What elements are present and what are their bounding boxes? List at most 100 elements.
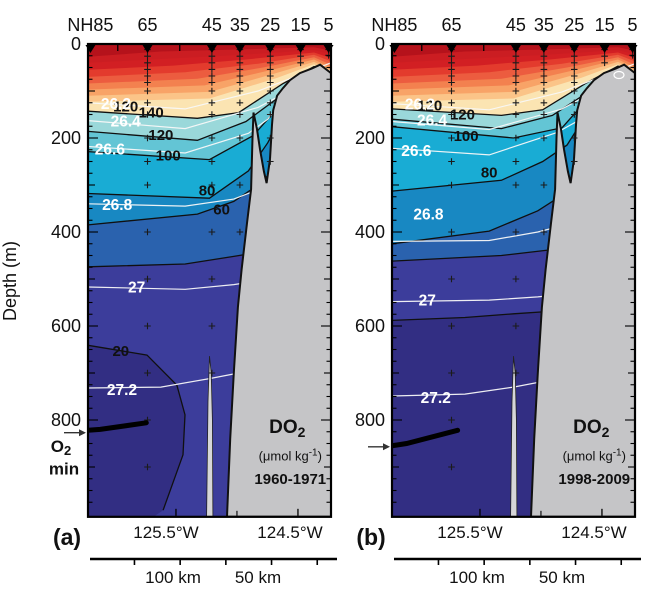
plus-mark xyxy=(208,134,216,142)
station-label-65: 65 xyxy=(442,15,462,35)
plus-mark xyxy=(236,87,244,95)
plus-mark xyxy=(571,66,578,73)
panel-a-clipped: 120 14012010080602026.226.426.626.82727.2… xyxy=(88,44,331,517)
plus-mark xyxy=(208,99,216,106)
do2-contour-20 xyxy=(88,344,186,511)
plus-mark xyxy=(266,79,274,86)
station-label-45: 45 xyxy=(506,15,526,35)
plus-mark xyxy=(144,87,151,95)
plus-mark xyxy=(144,181,151,189)
sigma-label-27: 27 xyxy=(419,293,436,310)
do2-label-60: 60 xyxy=(213,201,230,218)
land-mass xyxy=(225,63,331,517)
plus-mark xyxy=(512,322,520,330)
plus-mark xyxy=(512,52,520,60)
plus-mark xyxy=(512,369,520,377)
plus-mark xyxy=(448,72,455,80)
plus-mark xyxy=(208,111,216,118)
do2-units: (μmol kg-1) xyxy=(563,448,626,464)
plus-mark xyxy=(512,158,520,165)
plus-mark xyxy=(236,66,244,73)
plus-mark xyxy=(266,52,274,60)
plus-mark xyxy=(236,59,244,67)
plus-mark xyxy=(144,59,151,67)
plus-mark xyxy=(448,59,455,67)
plus-mark xyxy=(297,52,304,60)
plus-mark xyxy=(540,134,548,142)
station-label-5: 5 xyxy=(628,15,638,35)
depth-tick-label-0: 0 xyxy=(375,34,385,54)
panel-border xyxy=(390,42,637,518)
plus-mark xyxy=(266,99,274,106)
plus-mark xyxy=(144,99,151,106)
station-marker xyxy=(599,45,610,53)
station-marker xyxy=(142,45,153,53)
plus-mark xyxy=(266,111,274,118)
depth-tick-label-800: 800 xyxy=(355,410,385,430)
plus-mark xyxy=(512,87,520,95)
plus-mark xyxy=(540,79,548,86)
plus-mark xyxy=(540,52,548,60)
plus-mark xyxy=(512,181,520,189)
plus-mark xyxy=(448,99,455,106)
land-mass xyxy=(529,63,635,517)
plus-mark xyxy=(144,72,151,80)
plus-mark xyxy=(144,228,151,236)
plus-mark xyxy=(208,59,216,67)
plus-mark xyxy=(571,52,578,60)
station-label-25: 25 xyxy=(260,15,280,35)
do2-label-120: 120 xyxy=(450,107,475,124)
lon-label: 125.5°W xyxy=(437,523,502,542)
plus-mark xyxy=(208,369,216,377)
plus-mark xyxy=(144,158,151,165)
plus-mark xyxy=(448,87,455,95)
station-marker xyxy=(265,45,276,53)
plus-mark xyxy=(236,111,244,118)
plus-mark xyxy=(144,369,151,377)
plus-mark xyxy=(448,79,455,86)
plus-mark xyxy=(208,181,216,189)
sigma-label-26.6: 26.6 xyxy=(95,141,126,158)
plus-mark xyxy=(512,111,520,118)
lon-label: 124.5°W xyxy=(561,523,626,542)
plus-mark xyxy=(236,79,244,86)
plus-mark xyxy=(571,79,578,86)
plus-mark xyxy=(448,134,455,142)
sigma-label-27.2: 27.2 xyxy=(107,382,137,399)
plus-mark xyxy=(236,134,244,142)
sigma-label-26.6: 26.6 xyxy=(401,143,432,160)
panel-label-a: (a) xyxy=(53,524,81,550)
plus-mark xyxy=(208,87,216,95)
plus-mark xyxy=(266,87,274,95)
plus-mark xyxy=(144,52,151,60)
plus-mark xyxy=(236,99,244,106)
depth-tick-label-800: 800 xyxy=(51,410,81,430)
closed-white-contour xyxy=(613,70,625,80)
plus-mark xyxy=(448,322,455,330)
do2-units: (μmol kg-1) xyxy=(259,448,322,464)
do2-label-120: 120 xyxy=(113,99,138,116)
plus-mark xyxy=(236,72,244,80)
do2-title: DO2 xyxy=(269,417,306,440)
plus-mark xyxy=(512,79,520,86)
do2-title: DO2 xyxy=(573,417,610,440)
station-marker xyxy=(234,45,245,53)
scalebar-label: 100 km xyxy=(145,568,201,587)
plus-mark xyxy=(266,59,274,67)
plus-mark xyxy=(144,275,151,283)
depth-tick-label-600: 600 xyxy=(355,316,385,336)
station-marker xyxy=(295,45,306,53)
plus-mark xyxy=(448,228,455,236)
sigma-label-26.4: 26.4 xyxy=(417,113,448,130)
station-label-35: 35 xyxy=(230,15,250,35)
station-label-45: 45 xyxy=(202,15,222,35)
plus-mark xyxy=(236,52,244,60)
plus-mark xyxy=(266,158,274,165)
station-label-15: 15 xyxy=(595,15,615,35)
depth-tick-label-200: 200 xyxy=(51,128,81,148)
plus-mark xyxy=(601,52,608,60)
sample-marks xyxy=(448,46,635,471)
plus-mark xyxy=(208,72,216,80)
o2-min-arrowhead xyxy=(79,429,86,437)
plus-mark xyxy=(448,52,455,60)
